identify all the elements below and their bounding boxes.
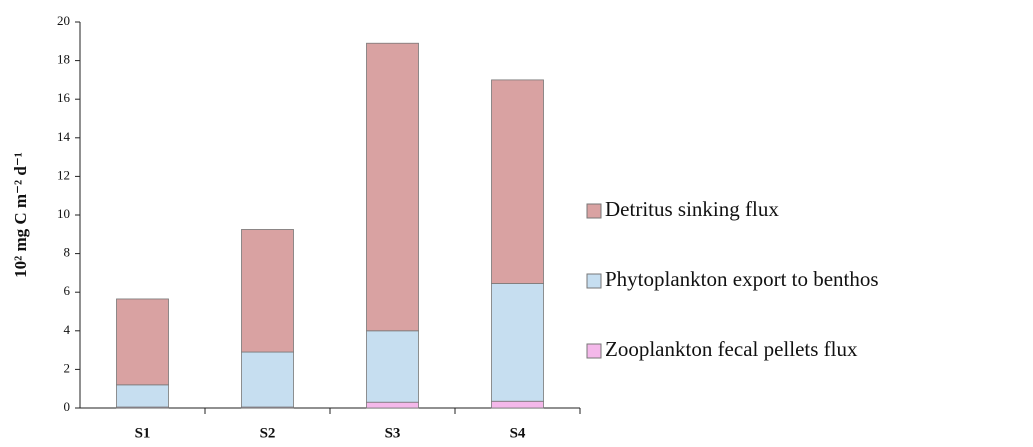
bar-segment <box>241 229 294 353</box>
y-tick-label: 6 <box>64 283 71 298</box>
y-tick-label: 4 <box>64 322 71 337</box>
legend-swatch <box>586 343 602 359</box>
bar-segment <box>366 330 419 403</box>
bar-segment <box>491 283 544 402</box>
y-tick-label: 14 <box>57 129 71 144</box>
bar-segment <box>241 351 294 408</box>
y-tick-label: 16 <box>57 90 71 105</box>
y-tick-label: 20 <box>57 13 70 28</box>
x-tick-label: S4 <box>510 425 526 441</box>
bar-segment <box>116 298 169 386</box>
legend-swatch <box>586 273 602 289</box>
legend-swatch <box>586 203 602 219</box>
y-tick-label: 12 <box>57 167 70 182</box>
x-tick-label: S1 <box>135 425 151 441</box>
legend-label: Detritus sinking flux <box>605 197 779 221</box>
bar-segment <box>116 384 169 408</box>
y-tick-label: 18 <box>57 52 70 67</box>
y-tick-label: 0 <box>64 399 71 414</box>
bar-segment <box>491 79 544 284</box>
y-axis-label: 10² mg C m⁻² d⁻¹ <box>11 152 30 278</box>
y-tick-label: 8 <box>64 245 71 260</box>
x-tick-label: S3 <box>385 425 401 441</box>
bar-segment <box>366 401 419 409</box>
y-tick-label: 2 <box>64 360 71 375</box>
bar-segment <box>366 42 419 332</box>
bar-segment <box>491 400 544 409</box>
legend-label: Phytoplankton export to benthos <box>605 267 879 291</box>
legend-label: Zooplankton fecal pellets flux <box>605 337 858 361</box>
y-tick-label: 10 <box>57 206 70 221</box>
x-tick-label: S2 <box>260 425 276 441</box>
